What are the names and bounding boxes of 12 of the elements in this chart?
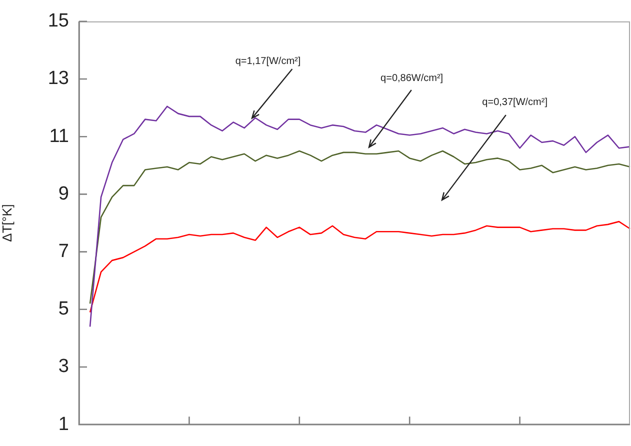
y-tick-label: 9: [58, 183, 69, 204]
annotation: q=0,37[W/cm²]: [482, 96, 548, 108]
y-tick-label: 15: [48, 10, 69, 32]
y-tick-label: 3: [58, 356, 69, 378]
annotation: q=0,86W/cm²]: [380, 73, 444, 84]
y-tick-label: 5: [58, 298, 69, 320]
y-tick-label: 13: [48, 68, 69, 90]
y-tick-label: 11: [49, 126, 69, 147]
y-axis-title: ΔT[°K]: [0, 204, 14, 242]
annotation: q=1,17[W/cm²]: [235, 56, 301, 68]
y-tick-label: 1: [58, 414, 69, 435]
y-tick-label: 7: [58, 241, 69, 262]
